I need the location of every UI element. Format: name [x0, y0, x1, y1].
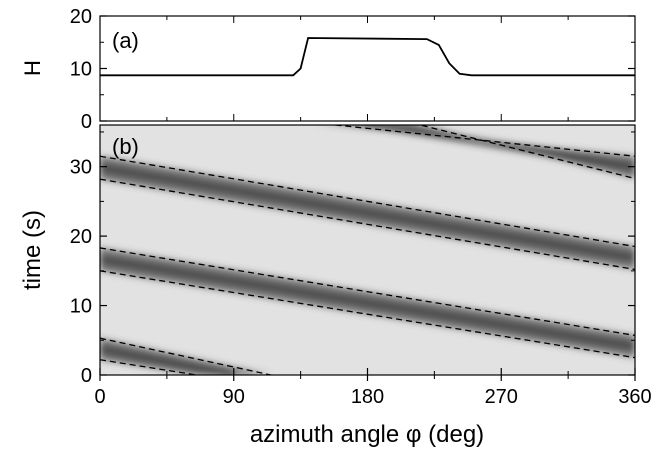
panel-b-label: (b)	[112, 134, 139, 159]
b-ytick-label: 20	[70, 226, 92, 248]
y-axis-label: time (s)	[19, 210, 46, 290]
band-dashed-line	[100, 337, 272, 375]
band-dashed-line	[329, 125, 635, 157]
band-dashed-line	[100, 247, 635, 337]
panel-a-label: (a)	[112, 28, 139, 53]
a-ytick-label: 10	[70, 59, 92, 81]
h-series-line	[100, 37, 635, 77]
band-dashed-line	[100, 155, 635, 248]
a-ytick-label: 20	[70, 6, 92, 28]
panel-b-ticks: 0 10 20 30 0 90 180 270 360	[70, 131, 652, 408]
panel-b: 0 10 20 30 0 90 180 270 360 (b) azimuth angle φ …	[19, 124, 652, 448]
x-axis-label: azimuth angle φ (deg)	[250, 421, 484, 448]
panel-a-y-axis-label: H	[20, 60, 45, 76]
b-ytick-label: 10	[70, 296, 92, 318]
band-dashed-line	[100, 270, 635, 359]
b-xtick-label: 360	[618, 386, 651, 408]
b-xtick-label: 270	[485, 386, 518, 408]
a-ytick-label: 0	[81, 111, 92, 133]
band-dashed-line	[100, 178, 635, 271]
b-xtick-label: 90	[223, 386, 245, 408]
panel-a-frame	[99, 15, 636, 122]
panel-a-ticks: 0 10 20	[70, 6, 636, 133]
b-xtick-label: 0	[94, 386, 105, 408]
b-ytick-label: 30	[70, 157, 92, 179]
b-ytick-label: 0	[81, 365, 92, 387]
b-xtick-label: 180	[351, 386, 384, 408]
band-dashed-line	[417, 125, 635, 180]
band-dashed-line	[100, 359, 197, 375]
heatmap-image	[100, 125, 635, 375]
panel-a: 0 10 20 (a) H	[20, 6, 636, 133]
heatmap-band	[335, 125, 635, 179]
